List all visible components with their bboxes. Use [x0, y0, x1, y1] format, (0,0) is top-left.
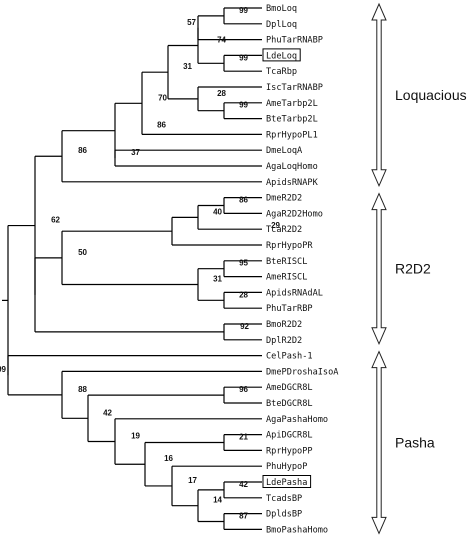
support-value-n18: 50: [78, 248, 87, 257]
support-value-n23: 21: [239, 433, 248, 442]
leaf-label-LdePasha: LdePasha: [266, 478, 307, 488]
support-value-n28: 16: [164, 454, 173, 463]
leaf-label-LdeLoq: LdeLoq: [266, 51, 297, 61]
leaf-label-AgaR2D2Homo: AgaR2D2Homo: [266, 209, 323, 219]
leaf-label-RprHypoPR: RprHypoPR: [266, 241, 313, 251]
group-label-1: R2D2: [395, 261, 431, 277]
support-value-n22: 96: [239, 385, 248, 394]
support-value-n15: 95: [239, 259, 248, 268]
leaf-label-ApidsRNAdAL: ApidsRNAdAL: [266, 288, 323, 298]
leaf-label-TcaRbp: TcaRbp: [266, 67, 297, 77]
support-value-n10: 86: [157, 121, 166, 130]
highlight-box-LdeLoq: [262, 48, 301, 62]
support-value-n6: 28: [217, 89, 226, 98]
group-label-2: Pasha: [395, 435, 435, 451]
support-value-n19: 92: [240, 322, 249, 331]
support-value-n8: 70: [158, 93, 167, 102]
support-value-n11: 86: [78, 146, 87, 155]
leaf-label-AmeDGCR8L: AmeDGCR8L: [266, 383, 313, 393]
leaf-label-PhuHypoP: PhuHypoP: [266, 462, 307, 472]
support-value-n9: 37: [131, 148, 140, 157]
group-label-0: Loquacious: [395, 87, 467, 103]
leaf-label-DplR2D2: DplR2D2: [266, 336, 302, 346]
leaf-label-AmeRISCL: AmeRISCL: [266, 273, 307, 283]
support-value-n16: 28: [239, 290, 248, 299]
leaf-label-DpldsBP: DpldsBP: [266, 510, 302, 520]
leaf-label-BmoR2D2: BmoR2D2: [266, 320, 302, 330]
leaf-label-BteRISCL: BteRISCL: [266, 257, 307, 267]
support-value-n17: 31: [213, 275, 222, 284]
support-value-n29: 19: [131, 432, 140, 441]
leaf-label-IscTarRNABP: IscTarRNABP: [266, 83, 323, 93]
group-arrow-1: [371, 192, 387, 346]
support-value-n1: 99: [239, 6, 248, 15]
support-value-n31: 88: [78, 385, 87, 394]
group-arrow-2: [371, 350, 387, 535]
leaf-label-TcaR2D2: TcaR2D2: [266, 225, 302, 235]
leaf-label-TcadsBP: TcadsBP: [266, 494, 302, 504]
leaf-label-BmoPashaHomo: BmoPashaHomo: [266, 525, 328, 535]
support-value-n30: 42: [103, 408, 112, 417]
leaf-label-AgaPashaHomo: AgaPashaHomo: [266, 415, 328, 425]
leaf-label-ApidsRNAPK: ApidsRNAPK: [266, 178, 319, 188]
leaf-label-PhuTarRNABP: PhuTarRNABP: [266, 36, 323, 46]
leaf-label-BteTarbp2L: BteTarbp2L: [266, 115, 318, 125]
leaf-label-PhuTarRBP: PhuTarRBP: [266, 304, 313, 314]
support-value-n24: 42: [239, 480, 248, 489]
support-value-n25: 87: [239, 512, 248, 521]
support-value-n14: 29: [271, 221, 280, 230]
tree-branches: [2, 7, 262, 531]
support-value-n3: 99: [239, 53, 248, 62]
leaf-label-DmePDroshaIsoA: DmePDroshaIsoA: [266, 367, 339, 377]
support-value-n5: 99: [239, 101, 248, 110]
support-value-n7: 31: [183, 62, 192, 71]
leaf-label-AgaLoqHomo: AgaLoqHomo: [266, 162, 318, 172]
support-values: 99 57 99 74 99 28 31 70 37 86 86 86 40 29 95 28 31 50 92 62…: [0, 6, 281, 521]
leaf-label-RprHypoPL1: RprHypoPL1: [266, 130, 318, 140]
group-brackets: Loquacious R2D2 Pasha: [371, 2, 467, 535]
support-value-n13: 40: [213, 207, 222, 216]
support-value-n2: 57: [187, 18, 196, 27]
leaf-label-BmoLoq: BmoLoq: [266, 4, 297, 14]
leaf-label-DmeLoqA: DmeLoqA: [266, 146, 303, 156]
support-value-n12: 86: [239, 196, 248, 205]
support-value-n4: 74: [217, 36, 226, 45]
support-value-n21: 62: [51, 216, 60, 225]
highlight-box-LdePasha: [262, 475, 312, 488]
leaf-label-AmeTarbp2L: AmeTarbp2L: [266, 99, 318, 109]
leaf-label-DplLoq: DplLoq: [266, 20, 297, 30]
leaf-labels: BmoLoq DplLoq PhuTarRNABP LdeLoq TcaRbp IscTa…: [262, 4, 339, 535]
leaf-label-CelPash-1: CelPash-1: [266, 352, 313, 362]
leaf-label-ApiDGCR8L: ApiDGCR8L: [266, 431, 313, 441]
support-value-n27: 17: [188, 476, 197, 485]
support-value-n32: 99: [0, 365, 7, 374]
group-arrow-0: [371, 2, 387, 188]
leaf-label-DmeR2D2: DmeR2D2: [266, 194, 302, 204]
leaf-label-RprHypoPP: RprHypoPP: [266, 446, 313, 456]
leaf-label-BteDGCR8L: BteDGCR8L: [266, 399, 313, 409]
support-value-n26: 14: [213, 496, 222, 505]
